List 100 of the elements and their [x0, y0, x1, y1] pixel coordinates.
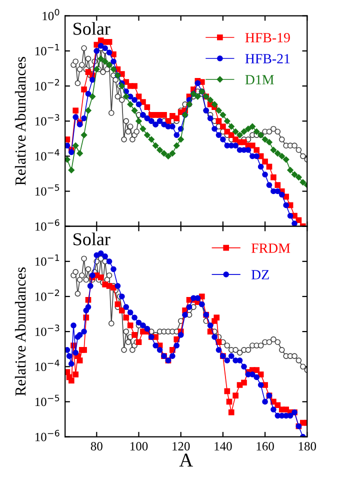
- point: [65, 156, 70, 163]
- point: [262, 172, 268, 178]
- point: [140, 99, 146, 105]
- point: [240, 128, 248, 135]
- x-tick-label: 100: [130, 442, 148, 450]
- point: [136, 101, 142, 108]
- y-axis-title: Relative Abundances: [14, 56, 26, 186]
- point: [249, 142, 256, 149]
- point: [161, 112, 167, 118]
- point: [93, 66, 100, 72]
- point: [270, 174, 276, 180]
- point: [72, 108, 79, 114]
- y-tick-label: 10$^{−3}$: [35, 324, 60, 336]
- point: [106, 50, 112, 56]
- x-tick-label: 120: [172, 442, 190, 450]
- point: [178, 136, 184, 143]
- point: [220, 136, 226, 142]
- annotation: Solar: [74, 232, 110, 246]
- point: [65, 142, 70, 149]
- point: [232, 128, 239, 135]
- point: [132, 83, 138, 89]
- point: [65, 136, 70, 142]
- point: [292, 220, 298, 226]
- point: [258, 164, 264, 170]
- point: [131, 107, 138, 114]
- point: [85, 107, 92, 114]
- y-tick-label: 10$^{−1}$: [35, 44, 60, 56]
- x-tick-label: 140: [214, 442, 232, 450]
- point: [152, 142, 159, 149]
- point: [156, 146, 163, 154]
- point: [300, 179, 306, 186]
- point: [245, 126, 252, 132]
- point: [249, 123, 256, 130]
- point: [148, 136, 155, 143]
- point: [169, 150, 176, 157]
- point: [102, 58, 108, 65]
- point: [98, 56, 104, 62]
- point: [224, 118, 230, 124]
- point: [274, 150, 281, 157]
- y-axis-title: Relative Abundances: [14, 267, 26, 396]
- point: [160, 150, 168, 157]
- point: [68, 149, 74, 156]
- x-tick-label: 160: [256, 442, 274, 450]
- y-tick-label: 10$^{0}$: [42, 8, 60, 20]
- y-tick-label: 10$^{−6}$: [35, 219, 60, 231]
- y-tick-label: 10$^{−2}$: [35, 290, 59, 301]
- y-tick-label: 10$^{−1}$: [35, 254, 60, 266]
- point: [72, 114, 79, 120]
- point: [216, 132, 222, 138]
- point: [278, 152, 286, 160]
- point: [81, 86, 87, 92]
- point: [262, 136, 268, 143]
- point: [254, 147, 260, 153]
- point: [296, 174, 302, 180]
- point: [110, 58, 116, 64]
- point: [287, 166, 294, 174]
- point: [76, 150, 83, 157]
- point: [266, 182, 272, 188]
- point: [291, 171, 298, 178]
- point: [132, 97, 138, 103]
- y-tick-label: 10$^{−5}$: [35, 394, 60, 406]
- point: [90, 76, 96, 83]
- point: [161, 122, 167, 128]
- point: [287, 212, 294, 219]
- point: [174, 115, 180, 122]
- point: [122, 93, 130, 100]
- point: [98, 42, 104, 49]
- point: [144, 104, 150, 110]
- y-tick-label: 10$^{−6}$: [35, 430, 60, 442]
- point: [296, 217, 302, 224]
- y-tick-label: 10$^{−2}$: [35, 79, 59, 90]
- point: [262, 158, 268, 165]
- legend-label: DZ: [252, 270, 269, 280]
- point: [136, 94, 142, 100]
- point: [72, 142, 79, 149]
- legend-label: HFB-19: [245, 33, 290, 42]
- point: [102, 45, 108, 52]
- point: [106, 39, 112, 45]
- y-tick-label: 10$^{−4}$: [35, 360, 60, 372]
- point: [253, 128, 260, 135]
- point: [274, 182, 281, 188]
- point: [194, 80, 201, 86]
- y-tick-label: 10$^{−3}$: [35, 114, 60, 126]
- point: [81, 115, 87, 122]
- y-tick-label: 10$^{−5}$: [35, 184, 60, 196]
- point: [136, 118, 142, 124]
- point: [228, 132, 234, 138]
- point: [211, 101, 218, 108]
- point: [144, 132, 150, 138]
- point: [207, 96, 214, 104]
- point: [266, 139, 272, 146]
- point: [224, 128, 230, 135]
- point: [236, 132, 243, 138]
- point: [174, 132, 180, 138]
- point: [80, 132, 88, 138]
- point: [228, 123, 235, 130]
- point: [278, 192, 285, 198]
- point: [194, 93, 201, 100]
- legend-label: FRDM: [252, 244, 290, 253]
- point: [127, 101, 134, 108]
